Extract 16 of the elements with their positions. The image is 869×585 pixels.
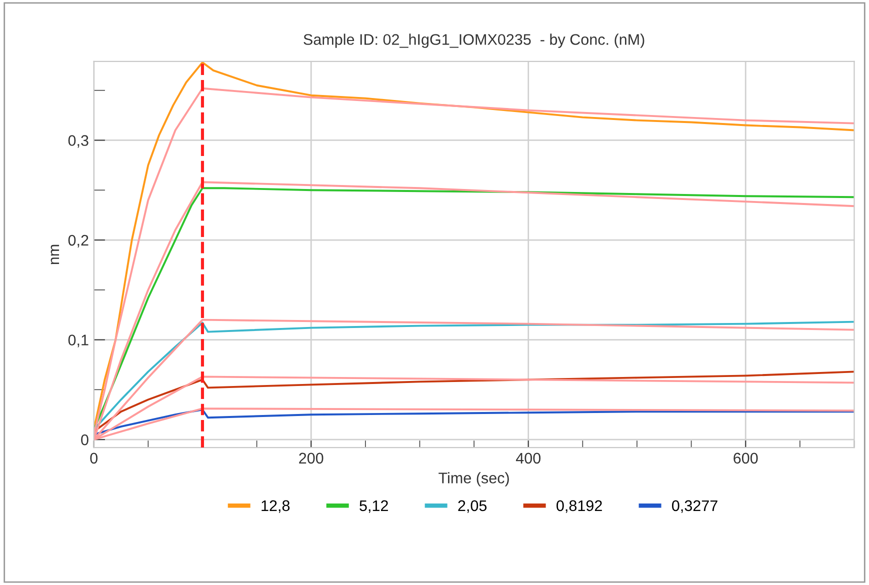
x-tick-label: 400 — [516, 452, 540, 464]
legend-label: 2,05 — [458, 500, 487, 513]
legend-label: 5,12 — [360, 500, 388, 513]
y-tick-label: 0,3 — [68, 135, 88, 148]
y-tick-label: 0,1 — [68, 334, 88, 348]
chart-title: Sample ID: 02_hIgG1_IOMX0235 - by Conc. (nM) — [304, 34, 644, 48]
x-tick-label: 0 — [90, 452, 98, 464]
legend-label: 0,8192 — [556, 500, 602, 513]
legend-label: 12,8 — [262, 500, 290, 513]
x-axis-title: Time (sec) — [438, 472, 509, 486]
x-tick-label: 600 — [734, 452, 758, 464]
x-tick-label: 200 — [299, 452, 324, 464]
y-tick-label: 0 — [81, 434, 88, 446]
legend-label: 0,3277 — [672, 500, 718, 513]
y-tick-label: 0,2 — [68, 234, 88, 248]
y-axis-title: nm — [50, 244, 60, 264]
